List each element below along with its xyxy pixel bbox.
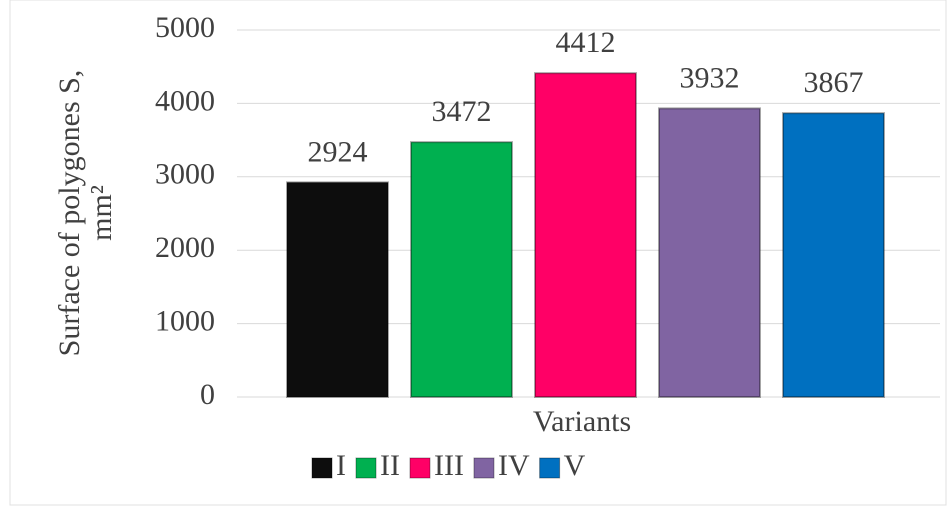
y-tick-label: 4000 bbox=[155, 84, 215, 117]
data-label: 3932 bbox=[680, 61, 740, 94]
bar bbox=[782, 112, 885, 398]
legend-label: V bbox=[564, 449, 586, 482]
y-axis-label-line: Surface of polygones S, bbox=[53, 70, 86, 357]
data-label: 3472 bbox=[432, 95, 492, 128]
data-label: 2924 bbox=[308, 135, 368, 168]
y-axis-label-line: mm² bbox=[85, 185, 118, 241]
y-axis-label: Surface of polygones S, mm² bbox=[53, 70, 118, 357]
y-tick-label: 3000 bbox=[155, 158, 215, 191]
legend-swatch bbox=[409, 457, 431, 479]
x-axis-label: Variants bbox=[533, 405, 631, 438]
legend-label: IV bbox=[498, 449, 530, 482]
legend-label: II bbox=[380, 449, 400, 482]
bar bbox=[286, 181, 389, 398]
legend-swatch bbox=[355, 457, 377, 479]
data-label: 4412 bbox=[556, 26, 616, 59]
y-tick-label: 2000 bbox=[155, 231, 215, 264]
legend-swatch bbox=[473, 457, 495, 479]
y-tick-label: 0 bbox=[200, 378, 215, 411]
bar bbox=[534, 72, 637, 398]
data-label: 3867 bbox=[804, 66, 864, 99]
legend-swatch bbox=[311, 457, 333, 479]
bar bbox=[410, 141, 513, 398]
bar bbox=[658, 107, 761, 398]
legend-label: I bbox=[336, 449, 346, 482]
y-tick-label: 1000 bbox=[155, 304, 215, 337]
legend-label: III bbox=[434, 449, 464, 482]
y-tick-label: 5000 bbox=[155, 11, 215, 44]
legend-swatch bbox=[539, 457, 561, 479]
